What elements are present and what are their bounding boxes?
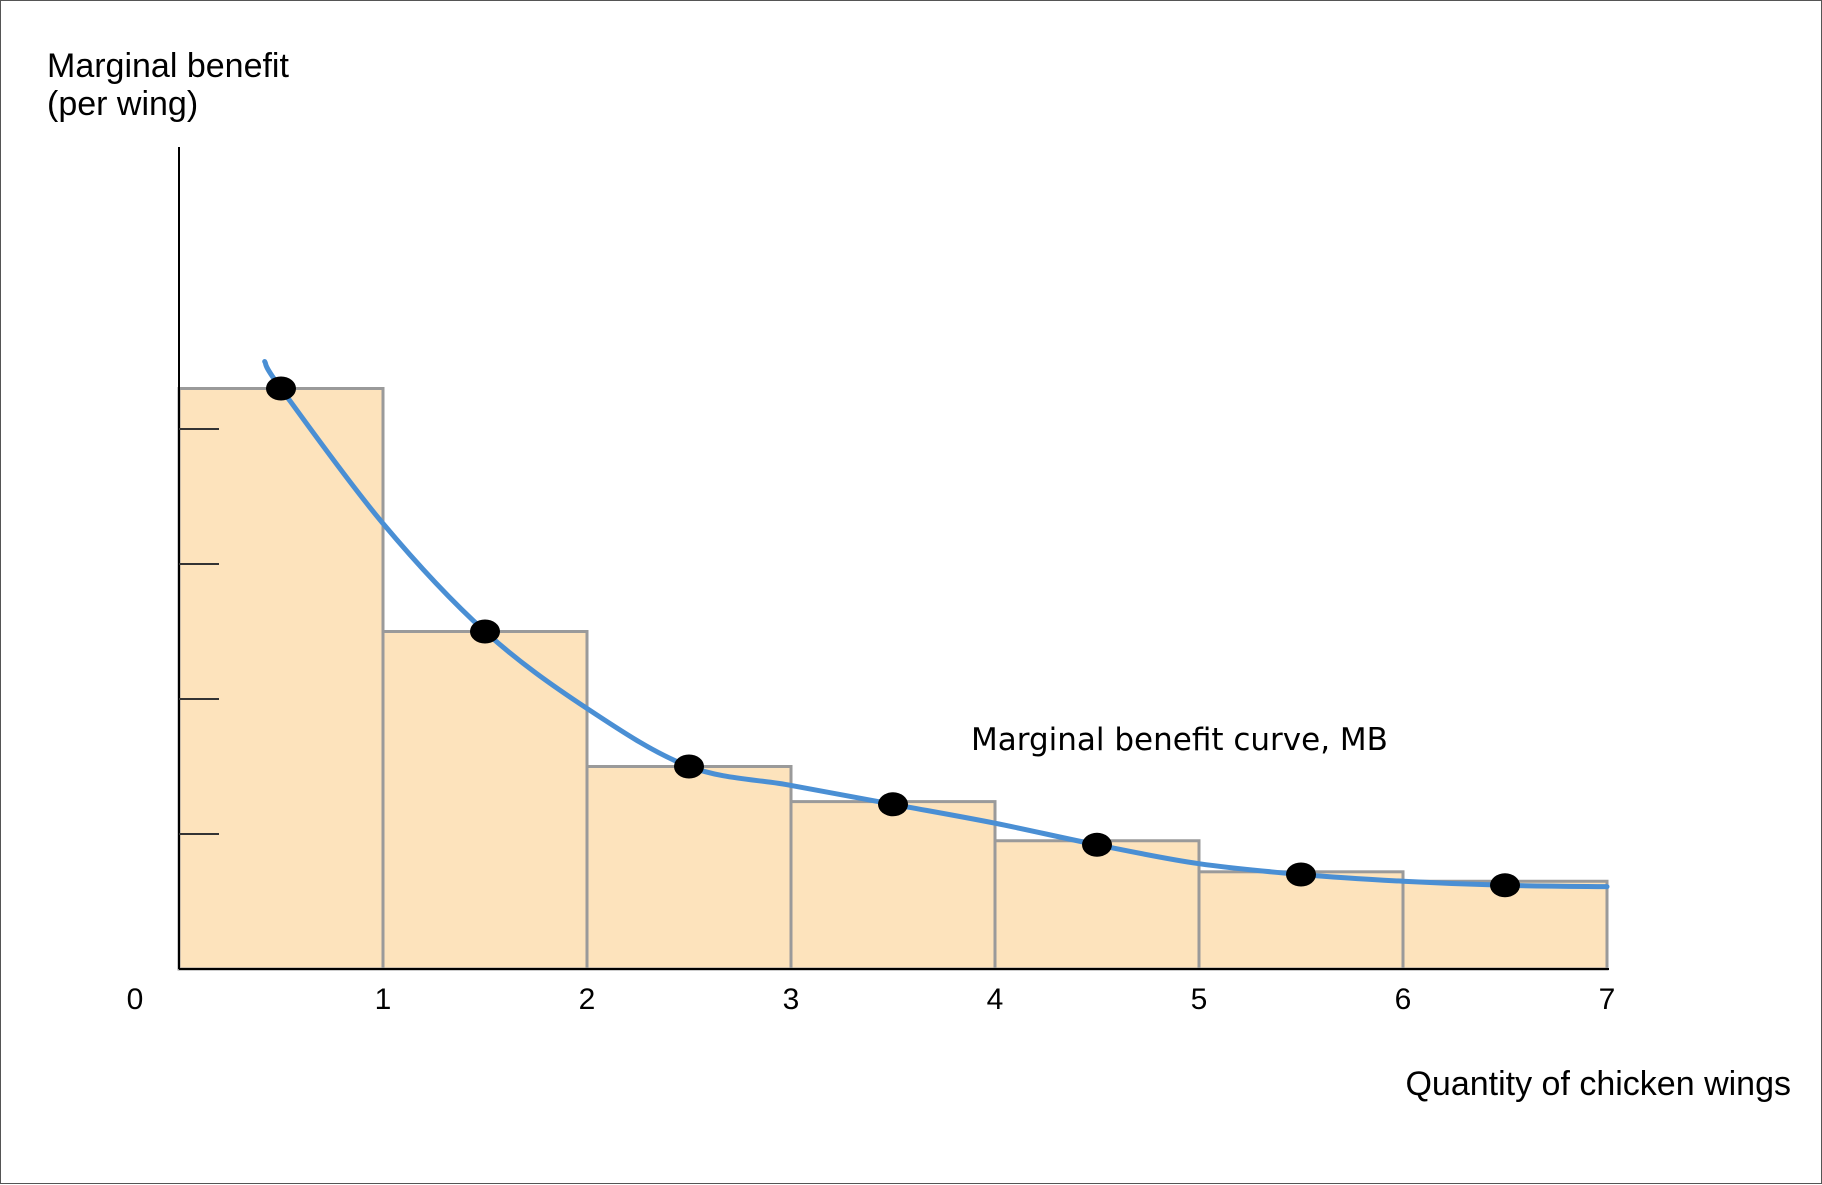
x-tick-label-5: 5 xyxy=(1191,983,1208,1016)
mb-point-3 xyxy=(674,754,704,779)
bar-2 xyxy=(381,630,589,971)
x-tick-label-4: 4 xyxy=(987,983,1004,1016)
x-tick-label-1: 1 xyxy=(375,983,392,1016)
mb-point-4 xyxy=(878,792,908,817)
x-axis-label: Quantity of chicken wings xyxy=(1405,1065,1791,1103)
bar-3 xyxy=(585,765,793,971)
x-tick-label-6: 6 xyxy=(1395,983,1412,1016)
bar-4 xyxy=(789,800,997,971)
x-tick-labels: 1 2 3 4 5 6 7 xyxy=(375,983,1616,1016)
origin-label: 0 xyxy=(127,983,144,1016)
mb-point-5 xyxy=(1082,832,1112,857)
mb-point-2 xyxy=(470,619,500,644)
axes-layer xyxy=(178,147,1609,970)
curve-label: Marginal benefit curve, MB xyxy=(971,722,1388,758)
mb-point-7 xyxy=(1490,873,1520,898)
x-tick-label-2: 2 xyxy=(579,983,596,1016)
y-axis-label-line-1: Marginal benefit xyxy=(47,47,289,85)
x-tick-label-3: 3 xyxy=(783,983,800,1016)
bar-6 xyxy=(1197,870,1405,971)
mb-point-1 xyxy=(266,376,296,401)
points-layer xyxy=(266,376,1520,898)
mb-point-6 xyxy=(1286,862,1316,887)
bar-1 xyxy=(177,387,385,971)
y-axis-label-line-2: (per wing) xyxy=(47,85,198,123)
x-tick-label-7: 7 xyxy=(1599,983,1616,1016)
